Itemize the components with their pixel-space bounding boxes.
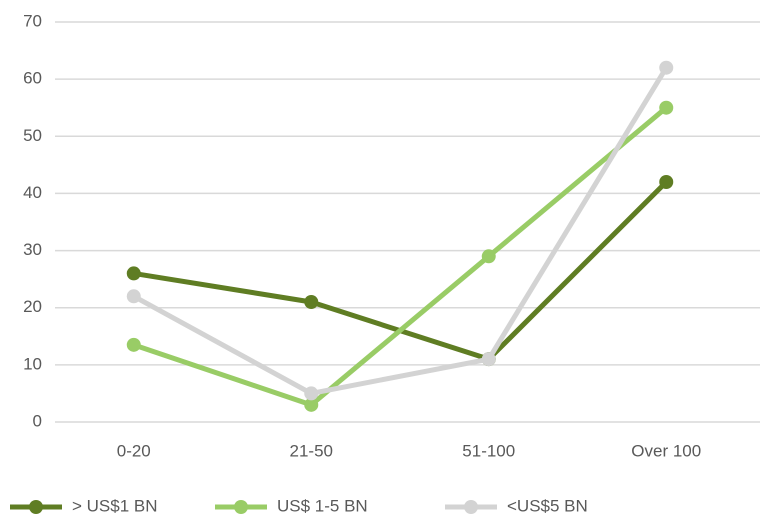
x-tick-label: 21-50: [290, 441, 333, 460]
y-tick-label: 30: [23, 240, 42, 259]
data-point: [304, 295, 319, 309]
y-tick-label: 10: [23, 354, 42, 373]
series-line: [132, 66, 669, 396]
y-tick-label: 60: [23, 69, 42, 88]
legend-label: <US$5 BN: [507, 496, 588, 515]
data-point: [659, 60, 674, 75]
data-point: [126, 266, 141, 281]
x-tick-label: 51-100: [462, 441, 515, 460]
legend-label: > US$1 BN: [72, 496, 158, 515]
x-tick-label: 0-20: [117, 441, 151, 460]
data-point: [126, 289, 141, 304]
legend-label: US$ 1-5 BN: [277, 496, 368, 515]
series-line: [132, 105, 668, 408]
data-point: [126, 337, 141, 352]
y-tick-label: 40: [23, 183, 42, 202]
x-tick-label: Over 100: [631, 441, 701, 460]
legend-marker: [464, 500, 478, 514]
y-tick-label: 20: [23, 297, 42, 316]
y-tick-label: 0: [33, 411, 42, 430]
y-tick-label: 50: [23, 126, 42, 145]
legend-marker: [29, 500, 43, 514]
data-point: [481, 352, 496, 367]
data-point: [304, 386, 319, 401]
data-point: [659, 175, 674, 189]
data-point: [481, 249, 496, 264]
y-tick-label: 70: [23, 11, 42, 30]
legend-marker: [234, 500, 248, 514]
data-point: [304, 397, 319, 412]
data-point: [659, 100, 674, 115]
